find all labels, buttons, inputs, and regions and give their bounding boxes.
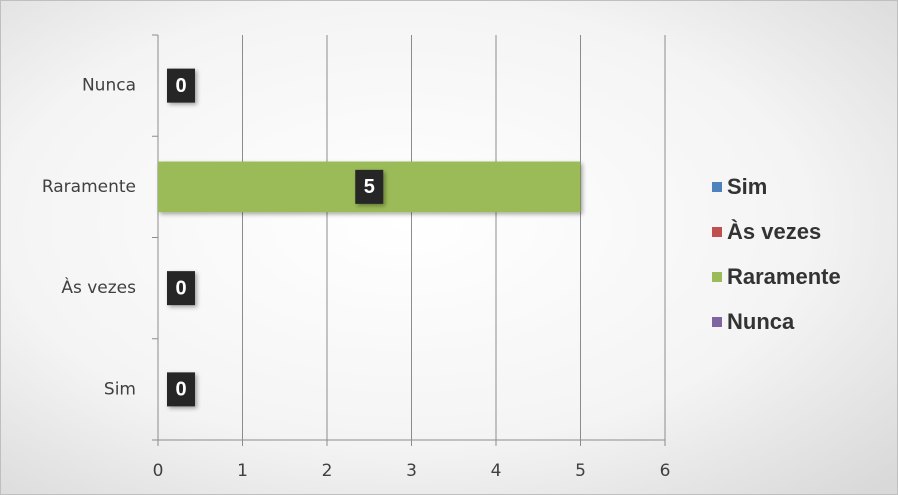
x-tick-label: 0 xyxy=(153,461,164,481)
data-label: 0 xyxy=(175,75,186,97)
y-tick-label: Raramente xyxy=(42,177,136,197)
data-label-box xyxy=(355,169,384,204)
x-tick-label: 2 xyxy=(322,461,333,481)
legend-label: Raramente xyxy=(727,264,841,289)
legend-swatch xyxy=(712,317,722,327)
data-label-box xyxy=(167,271,195,306)
legend-swatch xyxy=(712,272,722,282)
data-label: 0 xyxy=(175,277,186,299)
legend-label: Às vezes xyxy=(727,219,821,244)
data-label-box xyxy=(167,68,195,103)
legend-label: Nunca xyxy=(727,309,795,334)
data-label-box xyxy=(167,372,195,407)
y-tick-label: Às vezes xyxy=(61,276,136,298)
legend-label: Sim xyxy=(727,174,767,199)
y-tick-label: Nunca xyxy=(82,76,136,96)
x-tick-label: 6 xyxy=(660,461,671,481)
x-tick-label: 1 xyxy=(237,461,248,481)
x-tick-label: 4 xyxy=(491,461,502,481)
data-label: 5 xyxy=(364,176,375,198)
x-tick-label: 3 xyxy=(406,461,417,481)
y-tick-label: Sim xyxy=(104,379,136,399)
data-label: 0 xyxy=(175,379,186,401)
legend-swatch xyxy=(712,182,722,192)
legend-swatch xyxy=(712,227,722,237)
x-tick-label: 5 xyxy=(575,461,586,481)
